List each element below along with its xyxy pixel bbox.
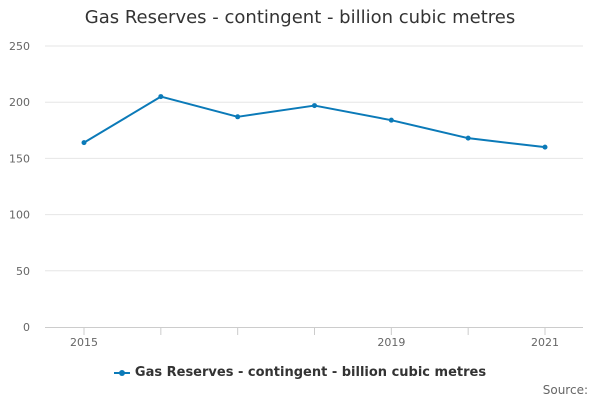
- y-tick-label-100: 100: [9, 209, 30, 222]
- y-axis-labels: 0 50 100 150 200 250: [9, 40, 30, 334]
- data-point-2021: [542, 144, 548, 150]
- legend-label: Gas Reserves - contingent - billion cubi…: [134, 365, 487, 380]
- series-layer: [81, 94, 548, 150]
- y-tick-label-50: 50: [16, 265, 30, 278]
- data-point-2017: [235, 114, 241, 120]
- legend-marker-icon: [113, 368, 130, 378]
- legend[interactable]: Gas Reserves - contingent - billion cubi…: [0, 365, 600, 380]
- x-tick-label-2015: 2015: [70, 336, 98, 349]
- x-tick-label-2019: 2019: [377, 336, 405, 349]
- chart-title: Gas Reserves - contingent - billion cubi…: [84, 7, 516, 28]
- data-point-2018: [312, 103, 317, 109]
- data-point-2015: [81, 140, 87, 146]
- y-tick-label-150: 150: [9, 152, 30, 165]
- data-point-2016: [158, 94, 164, 100]
- y-tick-label-250: 250: [9, 40, 30, 53]
- source-credit[interactable]: Source:: [542, 383, 588, 397]
- grid-lines: [45, 45, 583, 272]
- y-tick-label-200: 200: [9, 96, 30, 109]
- x-axis: [45, 327, 583, 335]
- x-tick-label-2021: 2021: [531, 336, 559, 349]
- data-point-2020: [465, 135, 471, 141]
- x-axis-labels: 2015 2019 2021: [70, 336, 559, 349]
- data-point-2019: [388, 117, 394, 123]
- y-tick-label-0: 0: [23, 321, 30, 334]
